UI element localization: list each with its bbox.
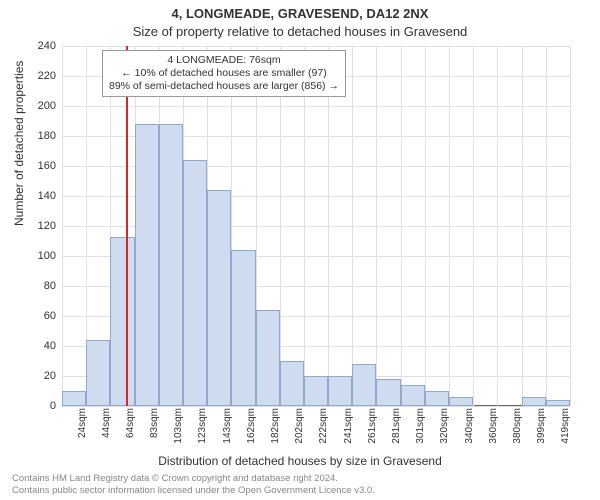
gridline-v [376, 46, 377, 406]
x-tick-label: 202sqm [294, 408, 305, 444]
y-tick-label: 160 [38, 160, 56, 172]
gridline-v [473, 46, 474, 406]
gridline-v [62, 46, 63, 406]
x-tick-label: 64sqm [125, 408, 136, 438]
figure: 4, LONGMEADE, GRAVESEND, DA12 2NX Size o… [0, 0, 600, 500]
title-line-2: Size of property relative to detached ho… [0, 24, 600, 39]
histogram-bar [522, 397, 546, 406]
annotation-line: ← 10% of detached houses are smaller (97… [109, 67, 339, 80]
gridline-v [304, 46, 305, 406]
histogram-bar [280, 361, 304, 406]
y-tick-label: 20 [44, 370, 56, 382]
x-tick-label: 360sqm [488, 408, 499, 444]
histogram-bar [376, 379, 400, 406]
gridline-h [62, 106, 570, 107]
histogram-bar [352, 364, 376, 406]
gridline-v [522, 46, 523, 406]
x-tick-label: 103sqm [173, 408, 184, 444]
gridline-v [328, 46, 329, 406]
y-tick-label: 180 [38, 130, 56, 142]
x-tick-label: 320sqm [439, 408, 450, 444]
annotation-box: 4 LONGMEADE: 76sqm← 10% of detached hous… [102, 50, 346, 97]
x-tick-label: 123sqm [197, 408, 208, 444]
x-tick-label: 261sqm [367, 408, 378, 444]
histogram-bar [256, 310, 280, 406]
plot-area: 02040608010012014016018020022024024sqm44… [62, 46, 570, 406]
histogram-bar [425, 391, 449, 406]
x-tick-label: 281sqm [391, 408, 402, 444]
x-axis-label: Distribution of detached houses by size … [0, 454, 600, 468]
y-tick-label: 60 [44, 310, 56, 322]
x-tick-label: 162sqm [246, 408, 257, 444]
histogram-bar [231, 250, 255, 406]
x-tick-label: 143sqm [222, 408, 233, 444]
x-tick-label: 399sqm [536, 408, 547, 444]
gridline-v [497, 46, 498, 406]
y-tick-label: 100 [38, 250, 56, 262]
y-tick-label: 80 [44, 280, 56, 292]
property-marker-line [126, 46, 128, 406]
x-tick-label: 222sqm [318, 408, 329, 444]
histogram-bar [183, 160, 207, 406]
y-tick-label: 200 [38, 100, 56, 112]
footer-line-1: Contains HM Land Registry data © Crown c… [12, 473, 588, 484]
gridline-v [546, 46, 547, 406]
y-tick-label: 40 [44, 340, 56, 352]
gridline-v [425, 46, 426, 406]
histogram-bar [62, 391, 86, 406]
x-tick-label: 380sqm [512, 408, 523, 444]
title-line-1: 4, LONGMEADE, GRAVESEND, DA12 2NX [0, 6, 600, 21]
gridline-v [449, 46, 450, 406]
x-tick-label: 241sqm [343, 408, 354, 444]
histogram-bar [86, 340, 110, 406]
annotation-line: 4 LONGMEADE: 76sqm [109, 54, 339, 67]
footer-attribution: Contains HM Land Registry data © Crown c… [12, 473, 588, 496]
y-tick-label: 120 [38, 220, 56, 232]
x-tick-label: 182sqm [270, 408, 281, 444]
gridline-v [352, 46, 353, 406]
histogram-bar [304, 376, 328, 406]
y-tick-label: 140 [38, 190, 56, 202]
x-tick-label: 83sqm [149, 408, 160, 438]
histogram-bar [328, 376, 352, 406]
annotation-line: 89% of semi-detached houses are larger (… [109, 80, 339, 93]
histogram-bar [546, 400, 570, 406]
y-tick-label: 0 [50, 400, 56, 412]
histogram-bar [401, 385, 425, 406]
y-axis-label: Number of detached properties [12, 61, 26, 226]
x-tick-label: 419sqm [560, 408, 571, 444]
y-tick-label: 240 [38, 40, 56, 52]
y-tick-label: 220 [38, 70, 56, 82]
x-tick-label: 301sqm [415, 408, 426, 444]
gridline-h [62, 46, 570, 47]
gridline-v [401, 46, 402, 406]
histogram-bar [207, 190, 231, 406]
histogram-bar [110, 237, 134, 407]
x-tick-label: 44sqm [101, 408, 112, 438]
x-tick-label: 24sqm [77, 408, 88, 438]
gridline-v [280, 46, 281, 406]
gridline-h [62, 406, 570, 407]
histogram-bar [449, 397, 473, 406]
gridline-v [570, 46, 571, 406]
footer-line-2: Contains public sector information licen… [12, 485, 588, 496]
x-tick-label: 340sqm [464, 408, 475, 444]
histogram-bar [135, 124, 159, 406]
histogram-bar [159, 124, 183, 406]
